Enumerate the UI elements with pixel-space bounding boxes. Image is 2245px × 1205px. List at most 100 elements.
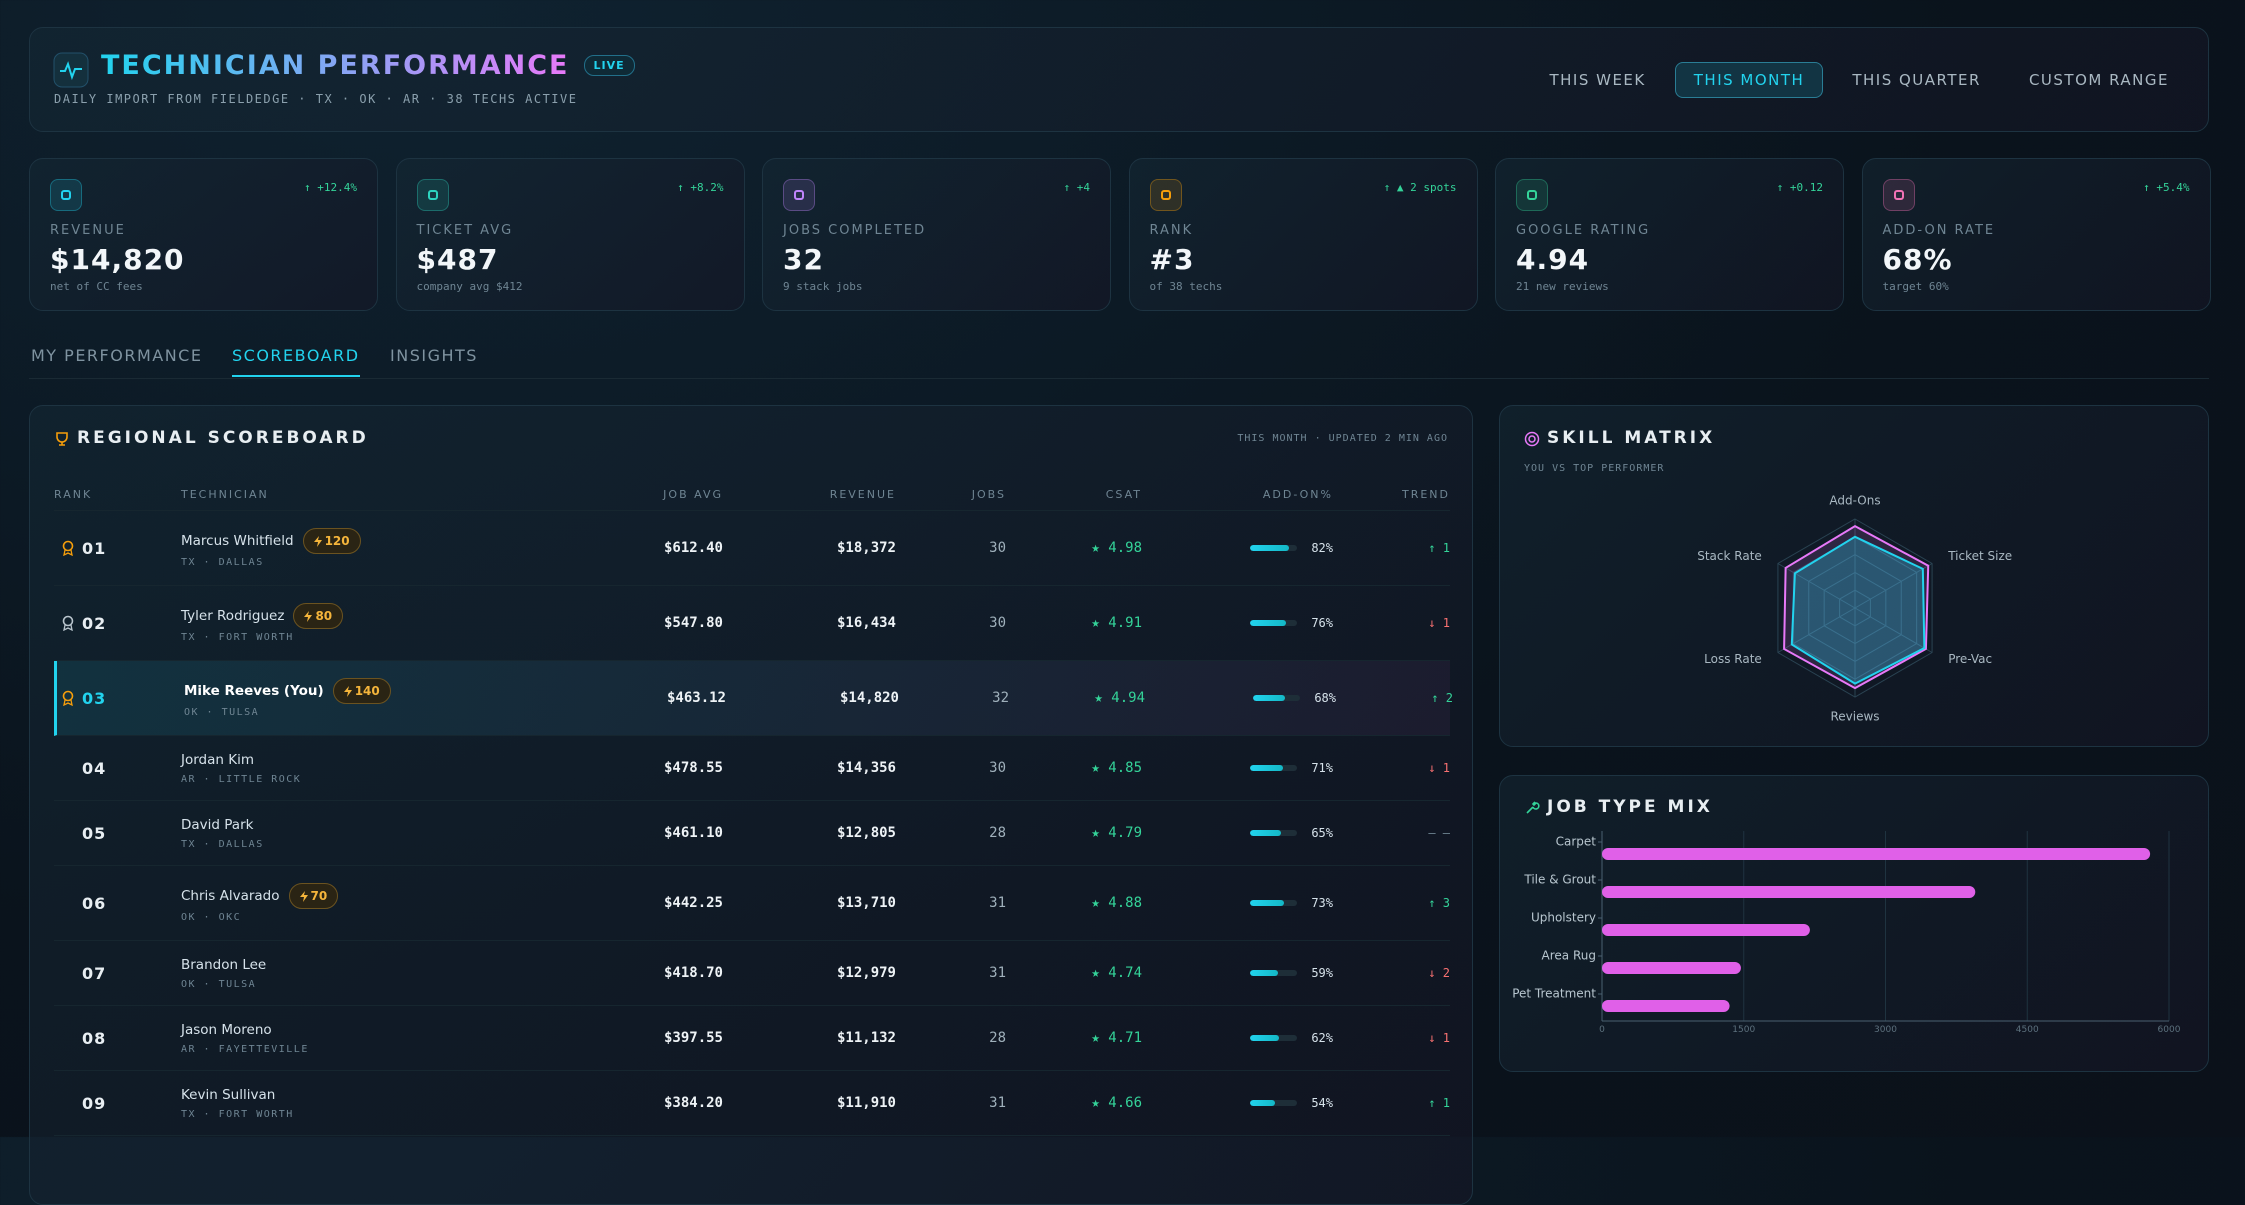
tab[interactable]: MY PERFORMANCE xyxy=(31,346,203,365)
radar-axis-label: Ticket Size xyxy=(1947,549,2012,563)
range-button[interactable]: CUSTOM RANGE xyxy=(2028,71,2169,89)
radar-series xyxy=(1783,524,1930,690)
kpi-icon xyxy=(1882,179,1915,211)
tab[interactable]: INSIGHTS xyxy=(390,346,478,365)
radar-axis-label: Stack Rate xyxy=(1697,549,1762,563)
kpi-delta: ↑ +12.4% xyxy=(304,181,357,194)
jobs: 28 xyxy=(989,1030,1006,1046)
kpi-card: JOBS COMPLETED 32 9 stack jobs ↑ +4 xyxy=(762,158,1111,311)
technician-cell: Jason Moreno AR · FAYETTEVILLE xyxy=(181,1022,573,1055)
technician-cell: Mike Reeves (You) 140 OK · TULSA xyxy=(184,678,576,718)
kpi-value: 32 xyxy=(783,243,824,276)
mix-title: JOB TYPE MIX xyxy=(1547,797,1713,817)
csat: ★ 4.91 xyxy=(1091,615,1142,631)
rank: 03 xyxy=(82,688,107,708)
kpi-label: GOOGLE RATING xyxy=(1516,223,1651,238)
rank: 06 xyxy=(82,893,107,913)
addon-label: 54% xyxy=(1311,1096,1333,1110)
job-avg: $442.25 xyxy=(663,895,723,911)
radar-spoke xyxy=(1777,607,1856,653)
kpi-icon xyxy=(50,179,82,211)
radar-spoke xyxy=(1854,563,1933,609)
bolt xyxy=(313,535,322,547)
y-tick-label: Tile & Grout xyxy=(1523,873,1596,887)
kpi-note: target 60% xyxy=(1882,280,1949,293)
kpi-delta: ↑ ▲ 2 spots xyxy=(1383,181,1457,194)
medal xyxy=(62,540,74,552)
name-line: Mike Reeves (You) 140 xyxy=(184,678,576,704)
job-avg: $463.12 xyxy=(666,690,726,706)
trophy-icon xyxy=(56,432,68,446)
addon-label: 68% xyxy=(1314,691,1336,705)
range-button[interactable]: THIS WEEK xyxy=(1549,71,1646,89)
csat: ★ 4.71 xyxy=(1091,1030,1142,1046)
medal-ribbon xyxy=(63,624,73,631)
column-header: TREND xyxy=(1401,487,1450,501)
column-header: REVENUE xyxy=(829,487,896,501)
jobs: 30 xyxy=(989,760,1006,776)
addon-label: 65% xyxy=(1311,826,1333,840)
addon-track xyxy=(1250,545,1297,551)
kpi-icon-glyph xyxy=(1160,190,1171,200)
bar xyxy=(1602,848,2151,860)
rank: 01 xyxy=(82,538,107,558)
addon-track xyxy=(1253,695,1300,701)
kpi-label: REVENUE xyxy=(50,223,126,238)
bar-chart: 0 1500 3000 4500 6000 Carpet Tile & Grout Uphol… xyxy=(1512,831,2181,1035)
y-tick-label: Area Rug xyxy=(1542,949,1596,963)
rank-cell: 08 xyxy=(54,1029,181,1048)
kpi-value: $487 xyxy=(416,243,499,276)
tech-name: Chris Alvarado xyxy=(181,888,280,904)
rank-cell: 05 xyxy=(54,824,181,843)
rank: 02 xyxy=(82,613,107,633)
column-header: JOBS xyxy=(971,487,1006,501)
name-line: Brandon Lee xyxy=(181,957,573,973)
bolt xyxy=(299,890,308,902)
radar-spoke xyxy=(1777,563,1856,609)
tech-name: Kevin Sullivan xyxy=(181,1086,276,1103)
addon-cell: 68% xyxy=(1145,691,1336,705)
kpi-value: 68% xyxy=(1882,243,1953,276)
bolt-icon xyxy=(299,890,308,902)
addon-cell: 62% xyxy=(1142,1031,1333,1045)
kpi-note: net of CC fees xyxy=(50,280,143,293)
addon-track xyxy=(1250,1100,1297,1106)
csat: ★ 4.66 xyxy=(1091,1095,1142,1111)
rank: 05 xyxy=(82,823,107,843)
medal-icon xyxy=(62,1095,74,1111)
medal-icon xyxy=(62,895,74,911)
table-row: 01 Marcus Whitfield 120 TX · DALLAS $612.40 $… xyxy=(54,511,1450,586)
addon-bar xyxy=(1250,970,1278,976)
addon-label: 73% xyxy=(1311,896,1333,910)
tech-location: OK · TULSA xyxy=(184,707,260,718)
csat: ★ 4.85 xyxy=(1091,760,1142,776)
tech-location: TX · DALLAS xyxy=(181,557,264,568)
technician-cell: Tyler Rodriguez 80 TX · FORT WORTH xyxy=(181,603,573,643)
kpi-card: TICKET AVG $487 company avg $412 ↑ +8.2% xyxy=(395,158,745,311)
job-avg: $397.55 xyxy=(663,1030,723,1046)
tabs: MY PERFORMANCE SCOREBOARD INSIGHTS xyxy=(29,340,2209,379)
rank-cell: 06 xyxy=(54,894,181,913)
tab[interactable]: SCOREBOARD xyxy=(232,346,360,377)
addon-label: 59% xyxy=(1311,966,1333,980)
table-row: 04 Jordan Kim AR · LITTLE ROCK $478.55 $14,3… xyxy=(54,736,1450,801)
tech-location: TX · DALLAS xyxy=(181,838,264,850)
technician-cell: Jordan Kim AR · LITTLE ROCK xyxy=(181,752,573,785)
kpi-value: 4.94 xyxy=(1516,243,1590,276)
rank-cell: 04 xyxy=(54,759,181,778)
rank: 09 xyxy=(82,1093,107,1113)
range-button[interactable]: THIS QUARTER xyxy=(1852,71,1981,89)
addon-cell: 59% xyxy=(1142,966,1333,980)
radar-axis-label: Loss Rate xyxy=(1704,652,1762,666)
kpi-label: ADD-ON RATE xyxy=(1882,223,1996,238)
jobs: 31 xyxy=(989,965,1006,981)
job-avg: $547.80 xyxy=(663,615,723,631)
jobs: 31 xyxy=(989,895,1006,911)
radar-spoke xyxy=(1854,607,1933,653)
addon-bar xyxy=(1250,765,1284,771)
name-line: Jason Moreno xyxy=(181,1022,573,1038)
kpi-card: ADD-ON RATE 68% target 60% ↑ +5.4% xyxy=(1861,158,2211,311)
addon-cell: 73% xyxy=(1142,896,1333,910)
range-button[interactable]: THIS MONTH xyxy=(1674,62,1824,98)
wrench-icon xyxy=(1526,801,1540,814)
